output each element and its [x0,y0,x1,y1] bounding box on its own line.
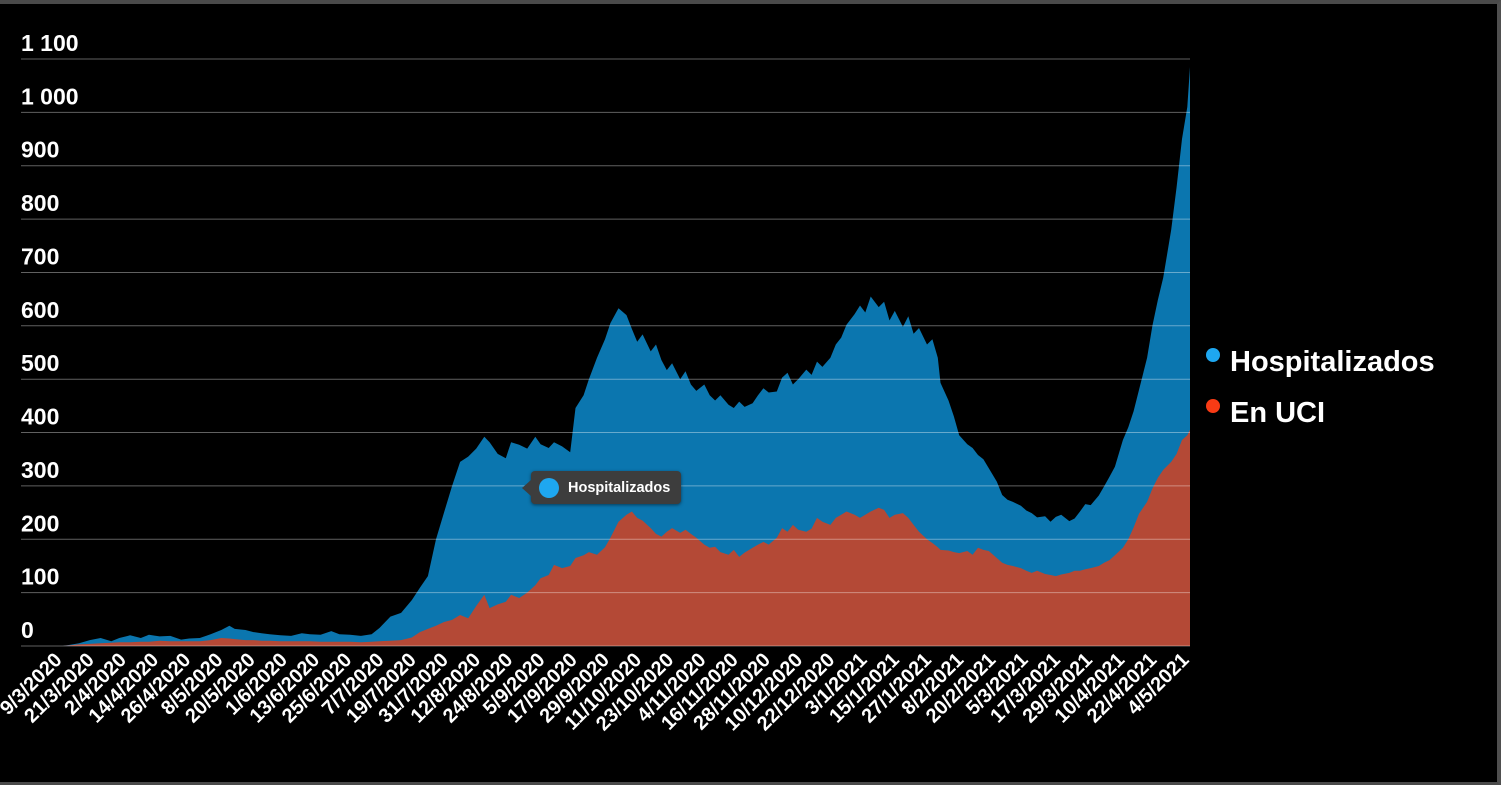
series-dot-icon [539,477,559,498]
y-axis-label: 900 [21,137,59,163]
y-axis-label: 1 100 [21,30,79,56]
y-axis-label: 600 [21,297,59,323]
y-axis-label: 700 [21,244,59,270]
y-axis-label: 0 [21,617,34,643]
y-axis-label: 300 [21,457,59,483]
y-axis-label: 200 [21,510,59,536]
y-axis-label: 400 [21,404,59,430]
legend-label-en-uci: En UCI [1230,397,1326,429]
hospitalizados-dot-icon [1206,348,1220,362]
tooltip-arrow-icon [522,479,531,496]
legend: Hospitalizados En UCI [1206,345,1435,430]
hospitalizados-area[interactable] [63,67,1190,646]
tooltip-label: Hospitalizados [568,479,671,496]
y-axis-label: 1 000 [21,83,79,109]
en-uci-area[interactable] [63,429,1190,646]
legend-item-en-uci[interactable]: En UCI [1206,396,1435,430]
legend-item-hospitalizados[interactable]: Hospitalizados [1206,345,1435,379]
en-uci-dot-icon [1206,399,1220,413]
legend-label-hospitalizados: Hospitalizados [1230,346,1435,378]
y-axis-label: 500 [21,350,59,376]
y-axis-label: 800 [21,190,59,216]
series-tooltip: Hospitalizados [522,471,682,504]
y-axis-label: 100 [21,564,59,590]
